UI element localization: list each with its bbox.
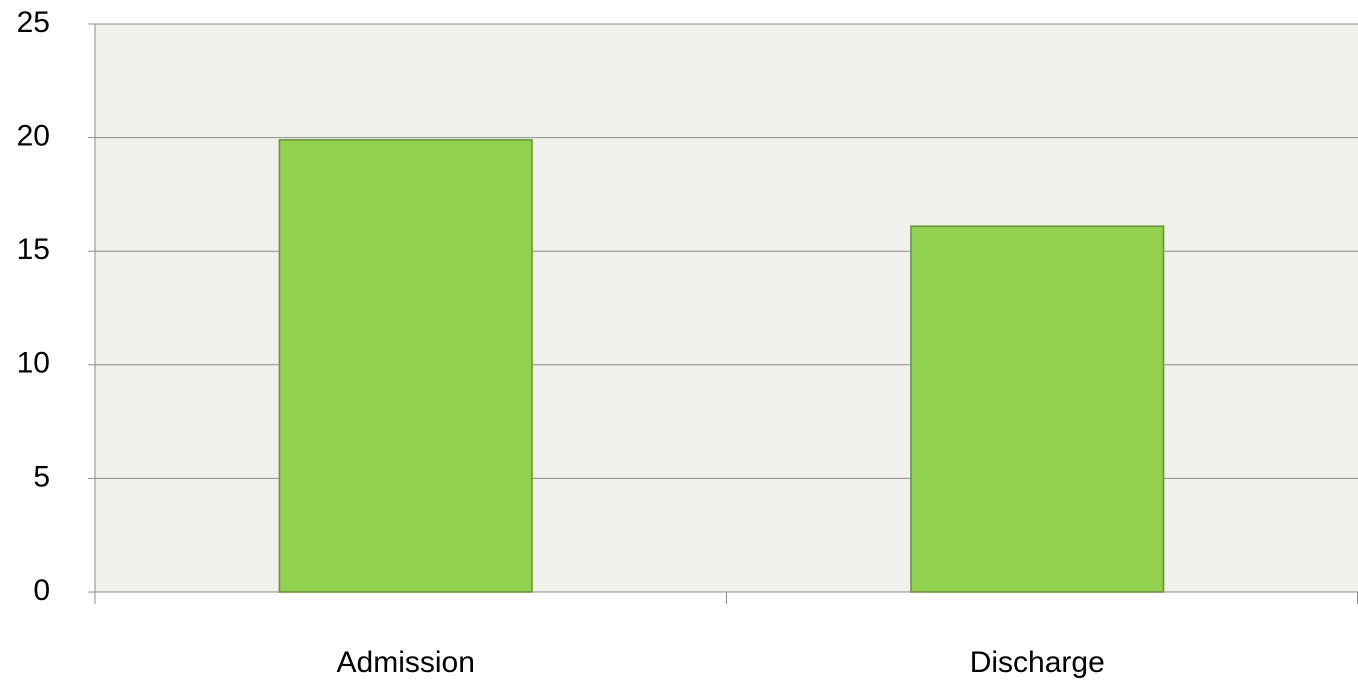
bar [910, 225, 1165, 593]
bar [278, 139, 533, 593]
y-tick-label: 20 [17, 120, 50, 153]
y-tick-label: 25 [17, 6, 50, 39]
y-tick-label: 10 [17, 347, 50, 380]
y-tick-label: 0 [33, 574, 50, 607]
x-tick-label: Discharge [970, 646, 1105, 679]
y-tick-label: 15 [17, 233, 50, 266]
y-tick-label: 5 [33, 460, 50, 493]
x-tick-label: Admission [337, 646, 475, 679]
